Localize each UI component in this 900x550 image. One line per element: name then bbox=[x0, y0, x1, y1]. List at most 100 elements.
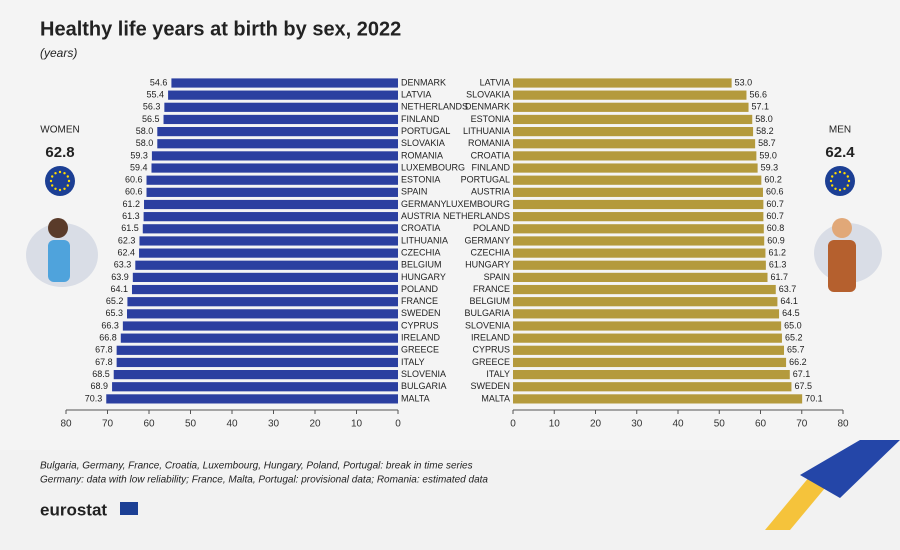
category-label: CYPRUS bbox=[401, 320, 439, 330]
bar bbox=[144, 199, 398, 210]
bar bbox=[142, 224, 398, 234]
category-label: GERMANY bbox=[401, 199, 447, 209]
value-label: 60.6 bbox=[766, 187, 784, 197]
panel-label: MEN bbox=[829, 125, 851, 136]
value-label: 65.2 bbox=[785, 333, 803, 343]
bar bbox=[127, 309, 398, 319]
value-label: 59.4 bbox=[130, 162, 148, 172]
bar bbox=[513, 163, 758, 173]
category-label: MALTA bbox=[481, 393, 510, 403]
eu-star bbox=[847, 179, 851, 183]
category-label: SPAIN bbox=[401, 187, 427, 197]
illustration bbox=[832, 218, 852, 238]
value-label: 58.0 bbox=[136, 126, 154, 136]
category-label: BELGIUM bbox=[401, 260, 442, 270]
value-label: 63.9 bbox=[111, 272, 129, 282]
category-label: POLAND bbox=[473, 223, 511, 233]
illustration bbox=[48, 218, 68, 238]
eu-star bbox=[58, 170, 62, 174]
bar bbox=[513, 333, 782, 343]
bar bbox=[513, 139, 756, 149]
category-label: SLOVAKIA bbox=[401, 138, 445, 148]
value-label: 60.6 bbox=[125, 187, 143, 197]
illustration bbox=[48, 240, 70, 282]
category-label: AUSTRIA bbox=[401, 211, 440, 221]
eu-star bbox=[843, 187, 846, 190]
category-label: ROMANIA bbox=[401, 150, 443, 160]
bar bbox=[513, 199, 764, 210]
category-label: FINLAND bbox=[401, 114, 440, 124]
x-tick-label: 60 bbox=[143, 419, 155, 430]
bar bbox=[163, 114, 398, 125]
category-label: SPAIN bbox=[484, 272, 510, 282]
value-label: 61.2 bbox=[768, 247, 786, 257]
value-label: 58.0 bbox=[136, 138, 154, 148]
value-label: 62.3 bbox=[118, 235, 136, 245]
bar bbox=[116, 357, 398, 368]
value-label: 58.2 bbox=[756, 126, 774, 136]
value-label: 56.6 bbox=[749, 90, 767, 100]
category-label: ROMANIA bbox=[468, 138, 510, 148]
panel-total: 62.4 bbox=[825, 144, 855, 161]
eu-star bbox=[834, 187, 837, 190]
panel-label: WOMEN bbox=[40, 125, 79, 136]
category-label: BULGARIA bbox=[401, 381, 447, 391]
bar bbox=[513, 357, 787, 368]
category-label: CZECHIA bbox=[470, 247, 510, 257]
x-tick-label: 50 bbox=[185, 419, 197, 430]
category-label: HUNGARY bbox=[401, 272, 446, 282]
eu-star bbox=[838, 170, 842, 174]
bar bbox=[116, 345, 398, 355]
bar bbox=[513, 382, 792, 392]
category-label: CZECHIA bbox=[401, 247, 441, 257]
x-tick-label: 0 bbox=[395, 419, 401, 430]
category-label: GERMANY bbox=[464, 235, 510, 245]
x-tick-label: 0 bbox=[510, 419, 516, 430]
value-label: 56.3 bbox=[143, 102, 161, 112]
value-label: 64.1 bbox=[110, 284, 128, 294]
bar bbox=[513, 90, 747, 100]
bar bbox=[135, 260, 398, 270]
x-tick-label: 30 bbox=[631, 419, 643, 430]
value-label: 67.1 bbox=[793, 369, 811, 379]
bar bbox=[132, 272, 398, 282]
category-label: GREECE bbox=[472, 357, 510, 367]
category-label: ITALY bbox=[401, 357, 425, 367]
eu-star bbox=[829, 179, 833, 183]
value-label: 65.2 bbox=[106, 296, 124, 306]
value-label: 59.0 bbox=[759, 150, 777, 160]
bar bbox=[113, 370, 398, 380]
eu-star bbox=[51, 175, 54, 178]
x-tick-label: 40 bbox=[672, 419, 684, 430]
value-label: 57.1 bbox=[752, 102, 770, 112]
value-label: 59.3 bbox=[761, 162, 779, 172]
value-label: 70.1 bbox=[805, 393, 823, 403]
category-label: DENMARK bbox=[465, 102, 510, 112]
category-label: ESTONIA bbox=[401, 175, 440, 185]
value-label: 64.5 bbox=[782, 308, 800, 318]
bar bbox=[513, 78, 732, 88]
bar bbox=[164, 102, 398, 112]
category-label: FRANCE bbox=[401, 296, 438, 306]
bar bbox=[139, 236, 398, 246]
category-label: BULGARIA bbox=[464, 308, 510, 318]
eu-star bbox=[838, 188, 842, 192]
value-label: 68.5 bbox=[92, 369, 110, 379]
eu-star bbox=[63, 187, 66, 190]
bar bbox=[513, 114, 753, 125]
chart-subtitle: (years) bbox=[40, 46, 77, 60]
eu-star bbox=[58, 188, 62, 192]
category-label: SWEDEN bbox=[470, 381, 510, 391]
value-label: 60.9 bbox=[767, 235, 785, 245]
panel-total: 62.8 bbox=[45, 144, 74, 161]
bar bbox=[513, 272, 768, 282]
category-label: CROATIA bbox=[471, 150, 510, 160]
value-label: 61.5 bbox=[121, 223, 139, 233]
bar bbox=[168, 90, 398, 100]
bar bbox=[151, 163, 398, 173]
bar bbox=[513, 151, 757, 161]
x-tick-label: 80 bbox=[837, 419, 849, 430]
eu-flag bbox=[45, 166, 75, 196]
bar bbox=[513, 187, 763, 197]
x-tick-label: 70 bbox=[796, 419, 808, 430]
